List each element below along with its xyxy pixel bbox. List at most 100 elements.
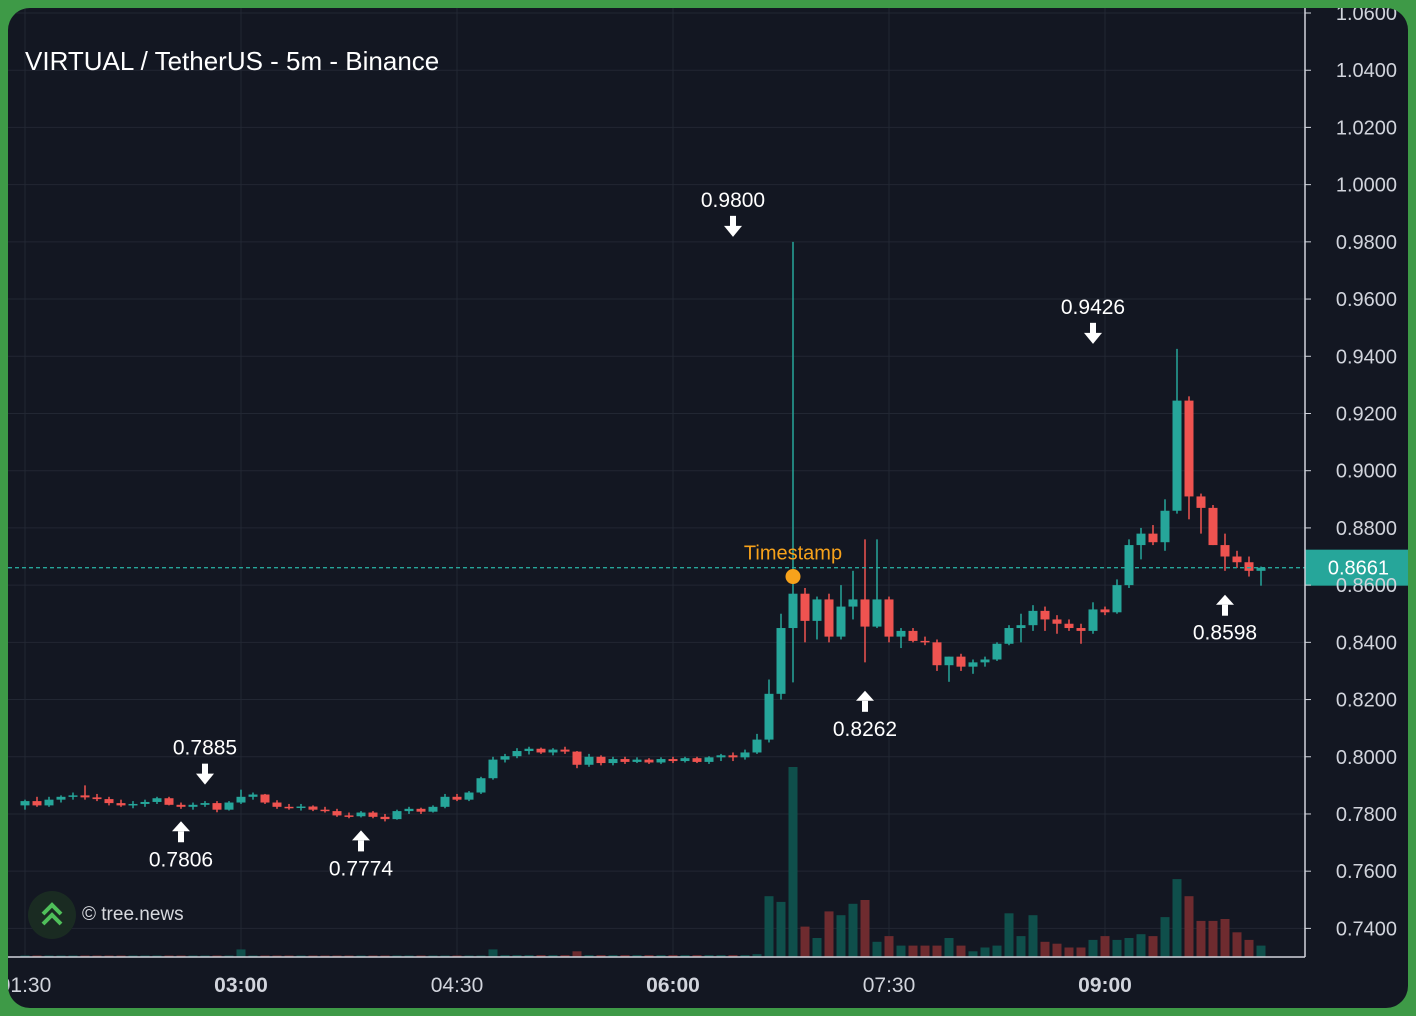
- candle[interactable]: [1256, 566, 1266, 586]
- candle[interactable]: [344, 812, 354, 819]
- candle[interactable]: [608, 756, 618, 766]
- candle[interactable]: [1220, 533, 1230, 571]
- candle[interactable]: [1100, 606, 1110, 616]
- candle[interactable]: [704, 756, 714, 764]
- candle[interactable]: [380, 813, 390, 822]
- candle[interactable]: [716, 753, 726, 762]
- candle[interactable]: [812, 596, 822, 640]
- candle[interactable]: [1052, 615, 1062, 634]
- candle[interactable]: [152, 796, 162, 804]
- candle[interactable]: [236, 789, 246, 804]
- candle[interactable]: [1160, 499, 1170, 551]
- candle[interactable]: [1208, 505, 1218, 546]
- candle[interactable]: [740, 749, 750, 760]
- candle[interactable]: [764, 679, 774, 743]
- candle[interactable]: [176, 802, 186, 809]
- candle[interactable]: [188, 802, 198, 810]
- candle[interactable]: [1040, 606, 1050, 631]
- candle[interactable]: [1088, 602, 1098, 634]
- candle[interactable]: [404, 806, 414, 814]
- candle[interactable]: [392, 809, 402, 820]
- candle[interactable]: [692, 756, 702, 764]
- candle[interactable]: [548, 748, 558, 756]
- candlestick-chart[interactable]: 0.8661 Timestamp 0.7885 0.7806 0.7774 0.9800 0…: [8, 8, 1408, 1008]
- candle[interactable]: [476, 776, 486, 794]
- candle[interactable]: [416, 807, 426, 814]
- candle[interactable]: [1076, 623, 1086, 644]
- candle[interactable]: [752, 733, 762, 754]
- candle[interactable]: [776, 613, 786, 700]
- candle[interactable]: [1196, 493, 1206, 534]
- candle[interactable]: [668, 756, 678, 764]
- candle[interactable]: [992, 642, 1002, 661]
- candle[interactable]: [1064, 619, 1074, 631]
- candle[interactable]: [848, 570, 858, 620]
- candle[interactable]: [1148, 525, 1158, 546]
- candle[interactable]: [20, 799, 30, 810]
- candle[interactable]: [272, 800, 282, 809]
- candle[interactable]: [296, 803, 306, 811]
- candle[interactable]: [644, 758, 654, 764]
- candle[interactable]: [116, 799, 126, 807]
- candle[interactable]: [1184, 396, 1194, 520]
- candle[interactable]: [632, 757, 642, 764]
- candle[interactable]: [44, 796, 54, 807]
- candle[interactable]: [1028, 605, 1038, 631]
- candle[interactable]: [800, 587, 810, 643]
- candle[interactable]: [860, 539, 870, 663]
- candle[interactable]: [56, 795, 66, 803]
- candle[interactable]: [440, 793, 450, 809]
- candle[interactable]: [1244, 556, 1254, 577]
- candle[interactable]: [896, 628, 906, 649]
- candle[interactable]: [320, 806, 330, 813]
- candle[interactable]: [332, 808, 342, 817]
- candle[interactable]: [368, 811, 378, 819]
- candle[interactable]: [524, 746, 534, 755]
- candle[interactable]: [872, 539, 882, 629]
- candle[interactable]: [68, 792, 78, 800]
- candle[interactable]: [512, 748, 522, 759]
- candle[interactable]: [968, 659, 978, 674]
- timestamp-dot[interactable]: [785, 569, 801, 585]
- candle[interactable]: [932, 639, 942, 671]
- candle[interactable]: [656, 757, 666, 764]
- candle[interactable]: [428, 805, 438, 813]
- candle[interactable]: [140, 799, 150, 807]
- candle[interactable]: [224, 801, 234, 811]
- candle[interactable]: [1172, 348, 1182, 514]
- candle[interactable]: [32, 796, 42, 807]
- candle[interactable]: [1112, 579, 1122, 614]
- candle[interactable]: [920, 636, 930, 646]
- candle[interactable]: [488, 756, 498, 780]
- candle[interactable]: [92, 793, 102, 802]
- candle[interactable]: [956, 653, 966, 671]
- candle[interactable]: [944, 656, 954, 682]
- candle[interactable]: [260, 793, 270, 804]
- candle[interactable]: [128, 801, 138, 809]
- candle[interactable]: [452, 793, 462, 802]
- candle[interactable]: [356, 811, 366, 818]
- candle[interactable]: [164, 796, 174, 806]
- candle[interactable]: [836, 585, 846, 640]
- candle[interactable]: [908, 628, 918, 643]
- candle[interactable]: [788, 241, 798, 683]
- candle[interactable]: [620, 756, 630, 764]
- candle[interactable]: [980, 656, 990, 667]
- candle[interactable]: [500, 753, 510, 763]
- candle[interactable]: [80, 785, 90, 800]
- candle[interactable]: [200, 801, 210, 807]
- candle[interactable]: [284, 803, 294, 810]
- candle[interactable]: [560, 746, 570, 754]
- candle[interactable]: [584, 753, 594, 767]
- candle[interactable]: [536, 747, 546, 754]
- candle[interactable]: [1124, 539, 1134, 588]
- candle[interactable]: [308, 805, 318, 812]
- candle[interactable]: [464, 791, 474, 802]
- candle[interactable]: [104, 796, 114, 806]
- candle[interactable]: [680, 756, 690, 763]
- candle[interactable]: [884, 596, 894, 643]
- candle[interactable]: [824, 593, 834, 643]
- candle[interactable]: [728, 752, 738, 762]
- candle[interactable]: [1136, 527, 1146, 560]
- candle[interactable]: [248, 792, 258, 800]
